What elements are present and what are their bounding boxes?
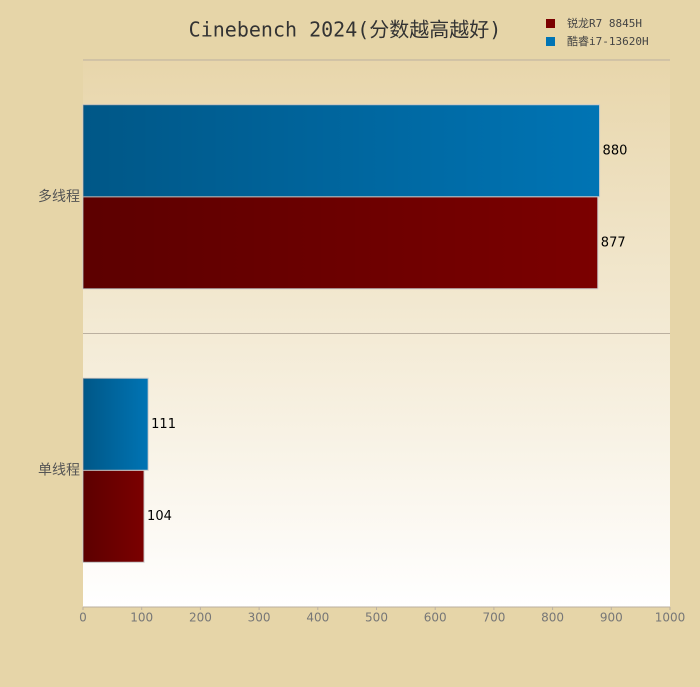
value-label: 877 <box>601 235 626 250</box>
legend-swatch <box>546 19 555 28</box>
x-tick-label: 200 <box>189 611 212 625</box>
value-label: 104 <box>147 509 172 524</box>
x-tick-label: 100 <box>130 611 153 625</box>
x-tick-label: 0 <box>79 611 87 625</box>
x-tick-label: 600 <box>424 611 447 625</box>
legend-swatch <box>546 37 555 46</box>
value-label: 880 <box>603 143 628 158</box>
value-label: 111 <box>151 417 176 432</box>
bar-shade <box>83 378 149 471</box>
x-tick-label: 1000 <box>655 611 686 625</box>
x-tick-label: 500 <box>365 611 388 625</box>
legend-label: 酷睿i7-13620H <box>567 34 649 48</box>
y-tick-label: 多线程 <box>38 188 80 205</box>
legend-label: 锐龙R7 8845H <box>567 16 642 30</box>
x-tick-label: 900 <box>600 611 623 625</box>
bar-shade <box>83 104 600 197</box>
y-tick-label: 单线程 <box>38 462 80 478</box>
x-tick-label: 700 <box>482 611 505 625</box>
x-tick-label: 800 <box>541 611 564 625</box>
bar-shade <box>83 196 598 289</box>
bar-shade <box>83 470 145 563</box>
x-tick-label: 400 <box>306 611 329 625</box>
x-tick-label: 300 <box>248 611 271 625</box>
chart-title: Cinebench 2024(分数越高越好) <box>189 18 502 42</box>
